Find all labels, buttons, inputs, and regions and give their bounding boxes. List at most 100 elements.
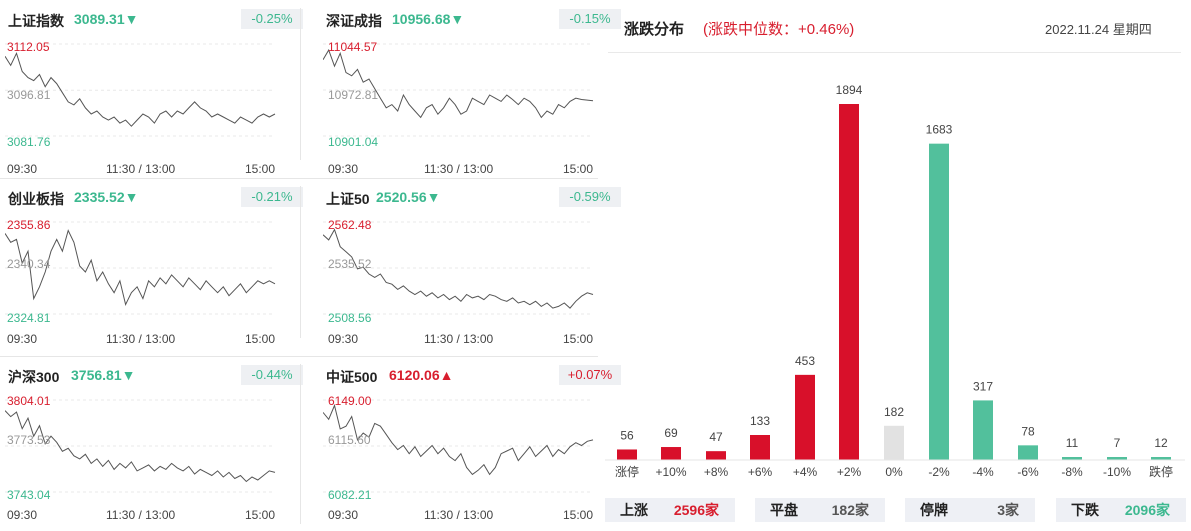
summary-label: 下跌	[1071, 502, 1099, 518]
index-name: 中证500	[326, 369, 378, 385]
summary-value: 2096家	[1124, 502, 1170, 518]
bar-value-label: 12	[1154, 436, 1168, 450]
up-arrow-icon: ▲	[439, 367, 454, 383]
index-value: 3756.81▼	[71, 367, 136, 383]
index-change-badge: -0.59%	[559, 187, 621, 207]
distribution-bar-chart: 56 涨停 69 +10% 47 +8% 133 +6% 453 +4% 1894 +2% 182 0% 1…	[605, 83, 1185, 479]
high-label: 3804.01	[7, 394, 51, 408]
index-change-badge: -0.15%	[559, 9, 621, 29]
down-arrow-icon: ▼	[124, 189, 139, 205]
price-line	[5, 51, 276, 127]
bar-value-label: 78	[1021, 424, 1035, 438]
bar-value-label: 317	[973, 379, 993, 393]
bar-+10%	[661, 447, 681, 460]
bar-value-label: 47	[709, 430, 723, 444]
category-label: -6%	[1017, 465, 1039, 479]
bar-跌停	[1151, 457, 1171, 460]
time-start: 09:30	[328, 332, 359, 346]
category-label: 0%	[885, 465, 903, 479]
bar-涨停	[617, 449, 637, 460]
category-label: +4%	[793, 465, 818, 479]
time-start: 09:30	[328, 508, 359, 522]
row-divider	[0, 178, 598, 179]
bar-value-label: 1894	[836, 83, 863, 97]
index-value: 2335.52▼	[74, 189, 139, 205]
high-label: 2355.86	[7, 218, 51, 232]
index-name: 上证指数	[8, 13, 64, 29]
mid-label: 6115.60	[328, 433, 371, 447]
category-label: +8%	[704, 465, 729, 479]
summary-label: 上涨	[620, 502, 648, 518]
index-value: 6120.06▲	[389, 367, 454, 383]
low-label: 6082.21	[328, 488, 372, 502]
category-label: 跌停	[1149, 464, 1173, 479]
bar--4%	[973, 400, 993, 460]
index-change-badge: +0.07%	[559, 365, 621, 385]
distribution-panel: 涨跌分布 (涨跌中位数：+0.46%) 2022.11.24 星期四 56 涨停 6…	[605, 0, 1191, 531]
bar-value-label: 1683	[926, 123, 953, 137]
time-end: 15:00	[563, 162, 594, 176]
bar-0%	[884, 425, 904, 460]
distribution-title: 涨跌分布	[624, 21, 685, 38]
down-arrow-icon: ▼	[121, 367, 136, 383]
bar--10%	[1107, 457, 1127, 460]
index-change-badge: -0.25%	[241, 9, 303, 29]
summary-flat: 平盘 182家	[755, 498, 885, 522]
bar-+8%	[706, 451, 726, 460]
high-label: 2562.48	[328, 218, 372, 232]
time-start: 09:30	[7, 508, 38, 522]
mid-label: 2535.52	[328, 257, 372, 271]
index-panel-csi300[interactable]: 沪深300 3756.81▼ -0.44% 3804.01 3773.53 37…	[5, 364, 305, 531]
summary-up: 上涨 2596家	[605, 498, 735, 522]
category-label: +2%	[837, 465, 862, 479]
low-label: 3743.04	[7, 488, 51, 502]
bar-+4%	[795, 374, 815, 460]
low-label: 3081.76	[7, 135, 51, 149]
bar-value-label: 56	[620, 428, 634, 442]
time-end: 15:00	[245, 508, 276, 522]
price-line	[5, 229, 276, 306]
high-label: 6149.00	[328, 394, 372, 408]
down-arrow-icon: ▼	[426, 189, 441, 205]
summary-down: 下跌 2096家	[1056, 498, 1186, 522]
time-middle: 11:30 / 13:00	[424, 162, 494, 176]
time-end: 15:00	[245, 332, 276, 346]
time-middle: 11:30 / 13:00	[106, 508, 176, 522]
bar--8%	[1062, 457, 1082, 460]
title-divider	[608, 52, 1181, 53]
mid-label: 3773.53	[7, 433, 51, 447]
bar-value-label: 133	[750, 414, 770, 428]
index-panel-sse50[interactable]: 上证50 2520.56▼ -0.59% 2562.48 2535.52 250…	[323, 186, 623, 358]
category-label: -8%	[1061, 465, 1083, 479]
index-panel-shenzhen[interactable]: 深证成指 10956.68▼ -0.15% 11044.57 10972.81 …	[323, 8, 623, 180]
low-label: 2508.56	[328, 311, 372, 325]
category-label: -10%	[1103, 465, 1131, 479]
time-end: 15:00	[245, 162, 276, 176]
low-label: 10901.04	[328, 135, 379, 149]
column-divider	[300, 186, 301, 338]
summary-label: 停牌	[920, 502, 948, 518]
time-middle: 11:30 / 13:00	[106, 332, 176, 346]
category-label: -2%	[928, 465, 950, 479]
column-divider	[300, 8, 301, 160]
summary-label: 平盘	[770, 502, 798, 518]
category-label: 涨停	[615, 464, 639, 479]
summary-value: 182家	[831, 502, 869, 518]
trade-date: 2022.11.24 星期四	[1045, 22, 1152, 37]
column-divider	[300, 364, 301, 524]
mid-label: 3096.81	[7, 88, 51, 102]
index-panel-csi500[interactable]: 中证500 6120.06▲ +0.07% 6149.00 6115.60 60…	[323, 364, 623, 531]
time-end: 15:00	[563, 332, 594, 346]
time-middle: 11:30 / 13:00	[424, 332, 494, 346]
index-change-badge: -0.44%	[241, 365, 303, 385]
time-start: 09:30	[328, 162, 359, 176]
mid-label: 2340.34	[7, 257, 51, 271]
bar-+6%	[750, 435, 770, 460]
row-divider	[0, 356, 598, 357]
index-panel-shanghai[interactable]: 上证指数 3089.31▼ -0.25% 3112.05 3096.81 308…	[5, 8, 305, 180]
time-end: 15:00	[563, 508, 594, 522]
index-panel-chinext[interactable]: 创业板指 2335.52▼ -0.21% 2355.86 2340.34 232…	[5, 186, 305, 358]
index-name: 创业板指	[8, 191, 64, 207]
price-line	[323, 228, 594, 309]
low-label: 2324.81	[7, 311, 51, 325]
